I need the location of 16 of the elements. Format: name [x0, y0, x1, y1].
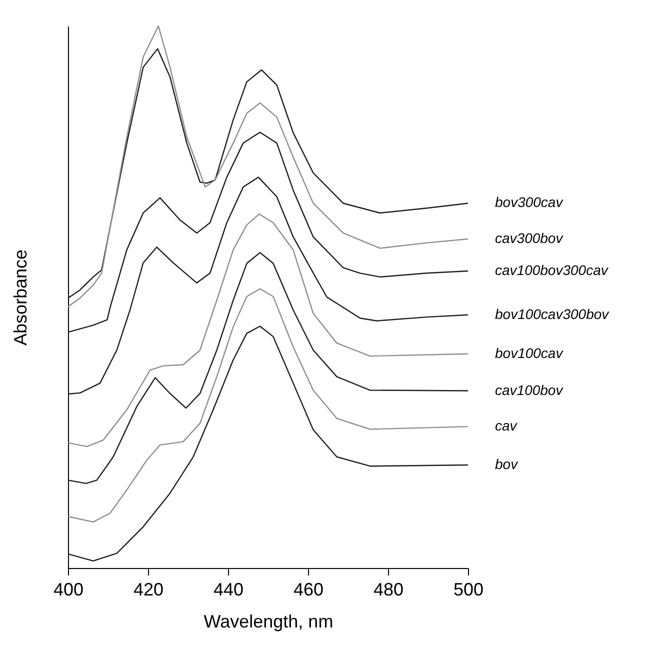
series-label: cav300bov	[495, 230, 564, 246]
x-tick-label: 420	[133, 580, 164, 600]
x-tick-label: 460	[293, 580, 324, 600]
series-label: bov100cav	[495, 344, 564, 361]
x-tick-label: 480	[373, 580, 404, 600]
x-axis-title: Wavelength, nm	[204, 612, 334, 632]
series-label: bov100cav300bov	[495, 306, 610, 322]
series-label: bov	[495, 456, 519, 472]
series-label: bov300cav	[495, 194, 564, 210]
x-tick-label: 500	[453, 580, 484, 600]
series-label: cav100bov300cav	[495, 262, 609, 278]
x-tick-label: 400	[53, 580, 84, 600]
x-tick-label: 440	[213, 580, 244, 600]
y-axis-title: Absorbance	[10, 249, 30, 346]
series-label: cav100bov	[495, 382, 564, 398]
series-label: cav	[495, 418, 518, 434]
